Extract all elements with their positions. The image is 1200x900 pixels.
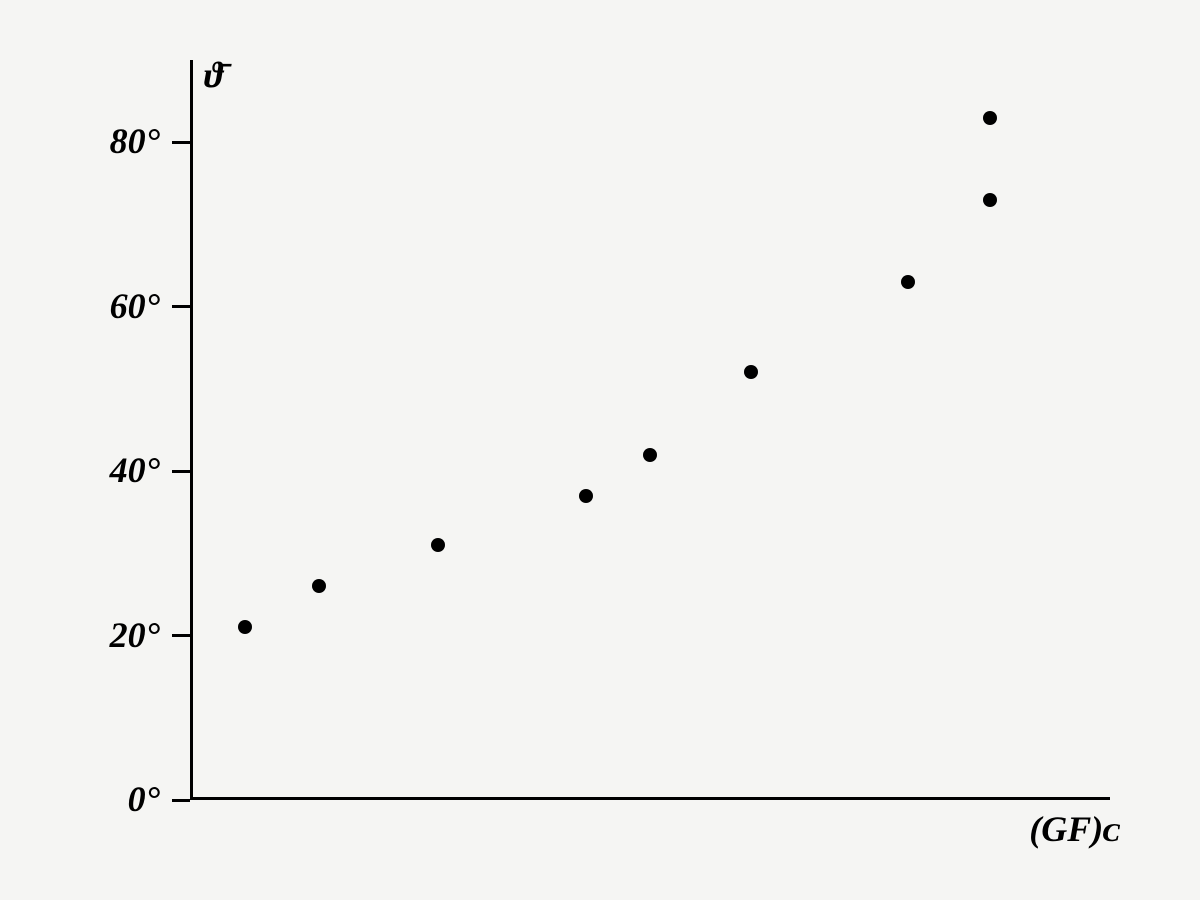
- y-tick: [172, 470, 190, 473]
- data-point: [579, 489, 593, 503]
- data-point: [983, 111, 997, 125]
- data-point: [431, 538, 445, 552]
- y-axis-line: [190, 60, 193, 800]
- y-tick-label: 0°: [60, 778, 160, 820]
- y-tick-label: 60°: [60, 285, 160, 327]
- y-tick: [172, 799, 190, 802]
- data-point: [983, 193, 997, 207]
- y-tick: [172, 305, 190, 308]
- y-tick-label: 80°: [60, 120, 160, 162]
- data-point: [643, 448, 657, 462]
- x-axis-line: [190, 797, 1110, 800]
- plot-area: 0°20°40°60°80°ϑ̄(GF)ᴄ: [190, 60, 1110, 800]
- y-tick: [172, 141, 190, 144]
- y-tick-label: 40°: [60, 449, 160, 491]
- chart-container: 0° 20° 40° 60° 80° ϑ̄ (GF)ᴄ: [0, 0, 1200, 900]
- x-axis-label: (GF)ᴄ: [1029, 808, 1120, 850]
- data-point: [901, 275, 915, 289]
- data-point: [238, 620, 252, 634]
- y-tick-label: 20°: [60, 614, 160, 656]
- y-axis-label: ϑ̄: [204, 54, 223, 96]
- data-point: [312, 579, 326, 593]
- y-tick: [172, 634, 190, 637]
- data-point: [744, 365, 758, 379]
